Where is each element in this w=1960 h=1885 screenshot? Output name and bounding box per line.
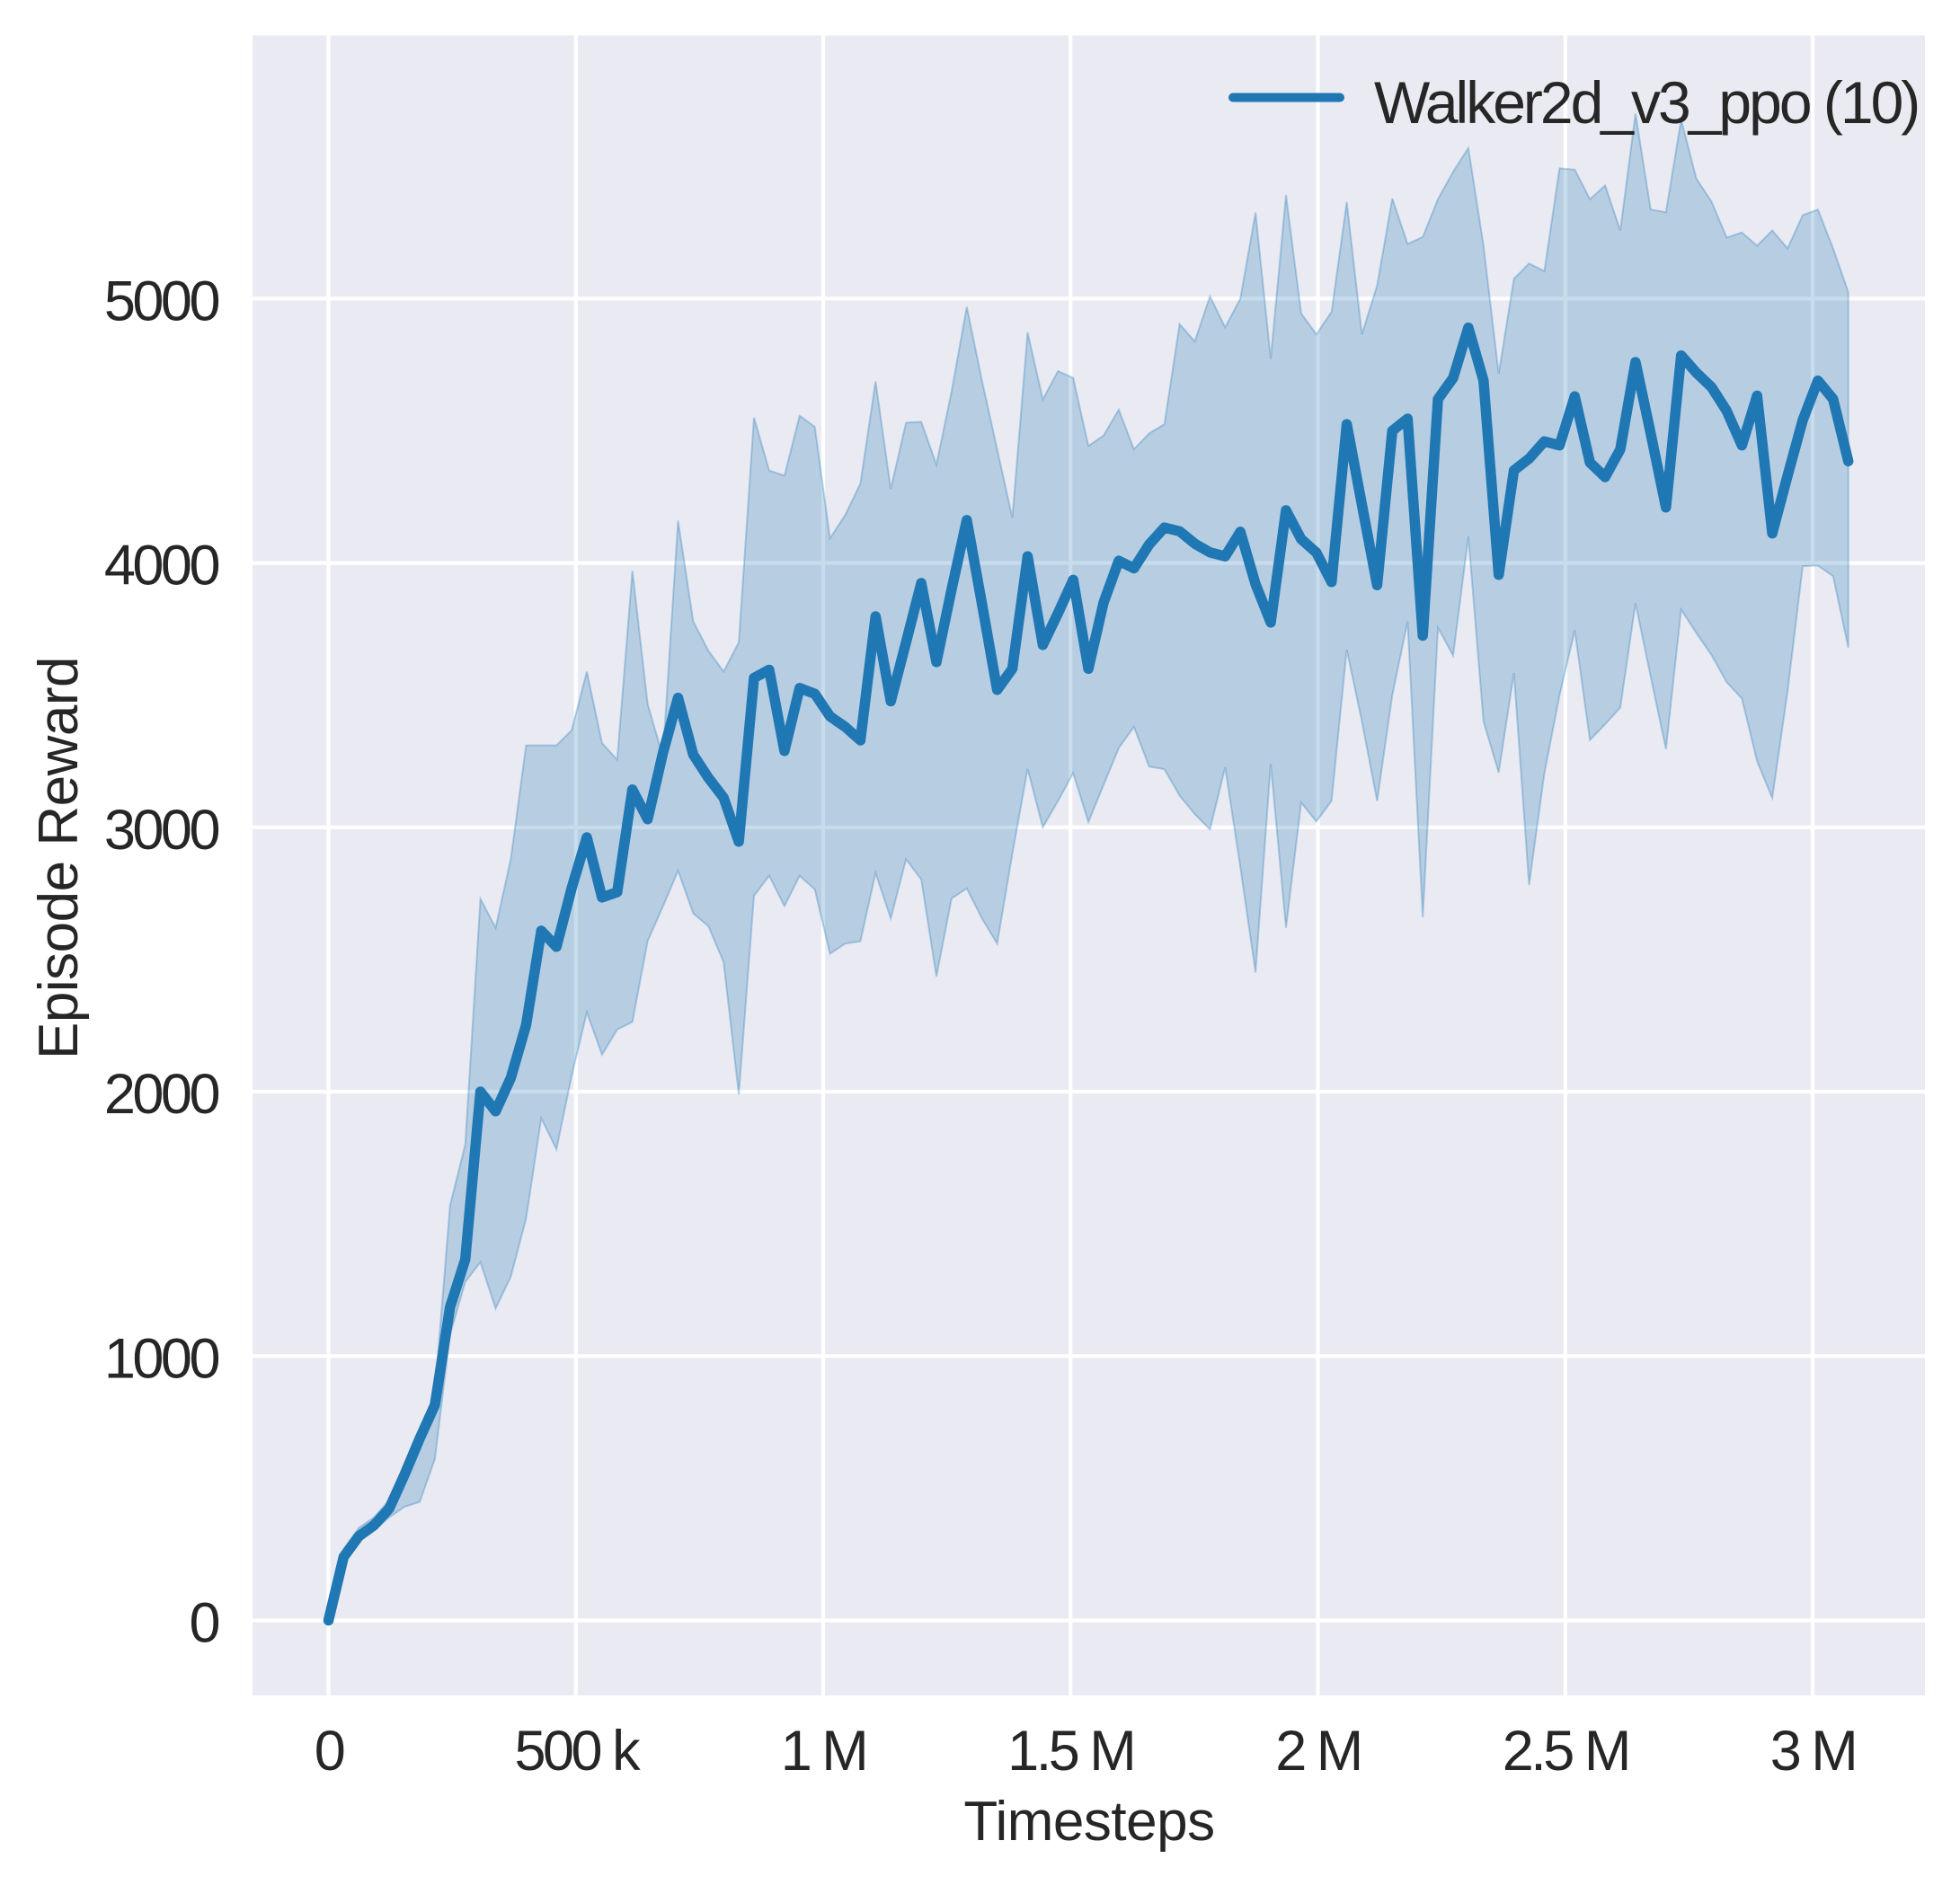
svg-text:2000: 2000 <box>104 1063 219 1126</box>
svg-text:Timesteps: Timesteps <box>963 1791 1214 1853</box>
svg-text:4000: 4000 <box>104 535 219 597</box>
svg-text:Episode Reward: Episode Reward <box>28 657 90 1059</box>
svg-text:1.5 M: 1.5 M <box>1007 1720 1133 1783</box>
svg-text:0: 0 <box>315 1720 344 1783</box>
svg-text:5000: 5000 <box>104 270 219 332</box>
svg-text:2.5 M: 2.5 M <box>1503 1720 1628 1783</box>
svg-text:3 M: 3 M <box>1770 1720 1856 1783</box>
svg-text:Walker2d_v3_ppo (10): Walker2d_v3_ppo (10) <box>1374 69 1918 136</box>
svg-text:2 M: 2 M <box>1275 1720 1361 1783</box>
svg-text:1 M: 1 M <box>781 1720 866 1783</box>
svg-text:1000: 1000 <box>104 1327 219 1390</box>
svg-text:0: 0 <box>189 1592 218 1655</box>
svg-text:3000: 3000 <box>104 799 219 862</box>
svg-text:500 k: 500 k <box>514 1720 641 1783</box>
